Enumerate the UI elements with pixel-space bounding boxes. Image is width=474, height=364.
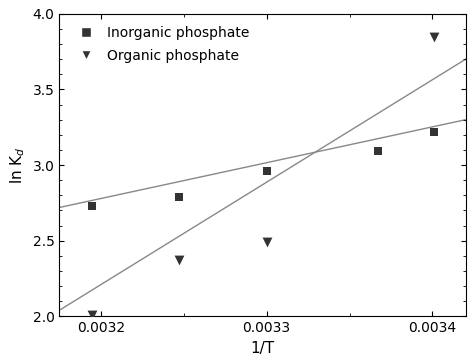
Point [89, 312, 96, 318]
Point [89, 203, 96, 209]
X-axis label: 1/T: 1/T [250, 341, 274, 356]
Point [263, 168, 271, 174]
Point [430, 129, 438, 135]
Point [175, 257, 182, 263]
Legend: Inorganic phosphate, Organic phosphate: Inorganic phosphate, Organic phosphate [66, 21, 255, 68]
Point [374, 149, 382, 154]
Point [175, 194, 182, 200]
Point [263, 239, 271, 245]
Point [430, 33, 438, 39]
Y-axis label: ln K$_d$: ln K$_d$ [9, 146, 27, 184]
